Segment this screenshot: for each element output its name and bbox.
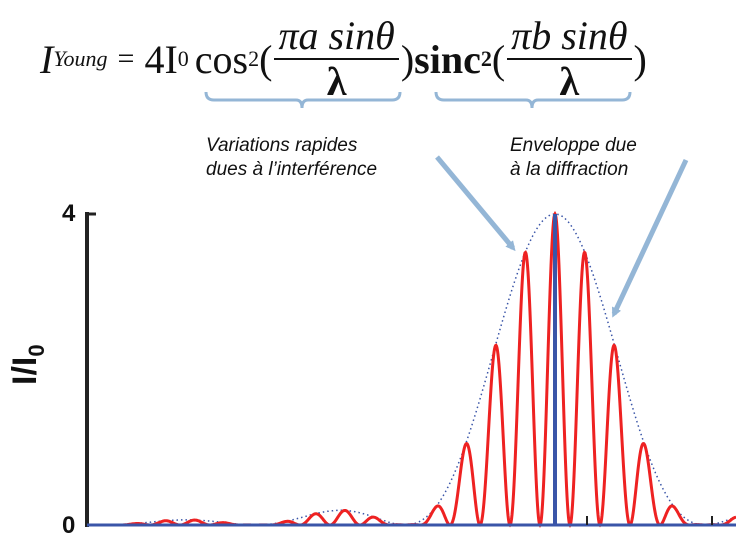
- formula-sinc: sinc: [414, 36, 481, 82]
- brace-diffraction: [434, 91, 632, 109]
- y-tick-label-0: 0: [62, 512, 76, 537]
- fraction-1-den: λ: [326, 59, 347, 104]
- fraction-1: πa sinθ λ: [274, 14, 399, 104]
- y-tick-label-4: 4: [62, 200, 76, 227]
- y-axis-label-sub: 0: [24, 344, 49, 357]
- interference-note: Variations rapides dues à l’interférence: [206, 134, 377, 182]
- formula-lhs-sub: Young: [53, 46, 108, 71]
- young-formula: I Young = 4I 0 cos 2( πa sinθ λ) sinc 2( πb s…: [40, 13, 647, 104]
- arrow-diffraction: [611, 158, 689, 318]
- brace-interference: [204, 91, 402, 109]
- arrow-interference: [435, 155, 516, 252]
- diffraction-note-line: Enveloppe due: [510, 135, 637, 156]
- formula-cos-sq: 2: [248, 46, 260, 71]
- formula-equals: =: [117, 42, 135, 75]
- formula-cos: cos: [194, 36, 249, 82]
- fraction-2: πb sinθ λ: [507, 14, 632, 104]
- y-axis-label: I/I0: [6, 344, 50, 385]
- interference-note-line: dues à l’interférence: [206, 159, 378, 180]
- fraction-2-num: πb sinθ: [507, 14, 632, 60]
- fraction-1-num: πa sinθ: [274, 14, 399, 60]
- formula-lhs: I: [40, 36, 54, 82]
- y-axis-label-main: I/I: [6, 356, 44, 385]
- formula-coef: 4I: [144, 36, 178, 82]
- formula-sinc-sq: 2: [480, 46, 492, 71]
- diffraction-note-line: à la diffraction: [510, 159, 629, 180]
- fraction-2-den: λ: [559, 59, 580, 104]
- formula-coef-sub: 0: [177, 46, 189, 71]
- interference-note-line: Variations rapides: [206, 135, 358, 156]
- diffraction-note: Enveloppe due à la diffraction: [510, 134, 637, 182]
